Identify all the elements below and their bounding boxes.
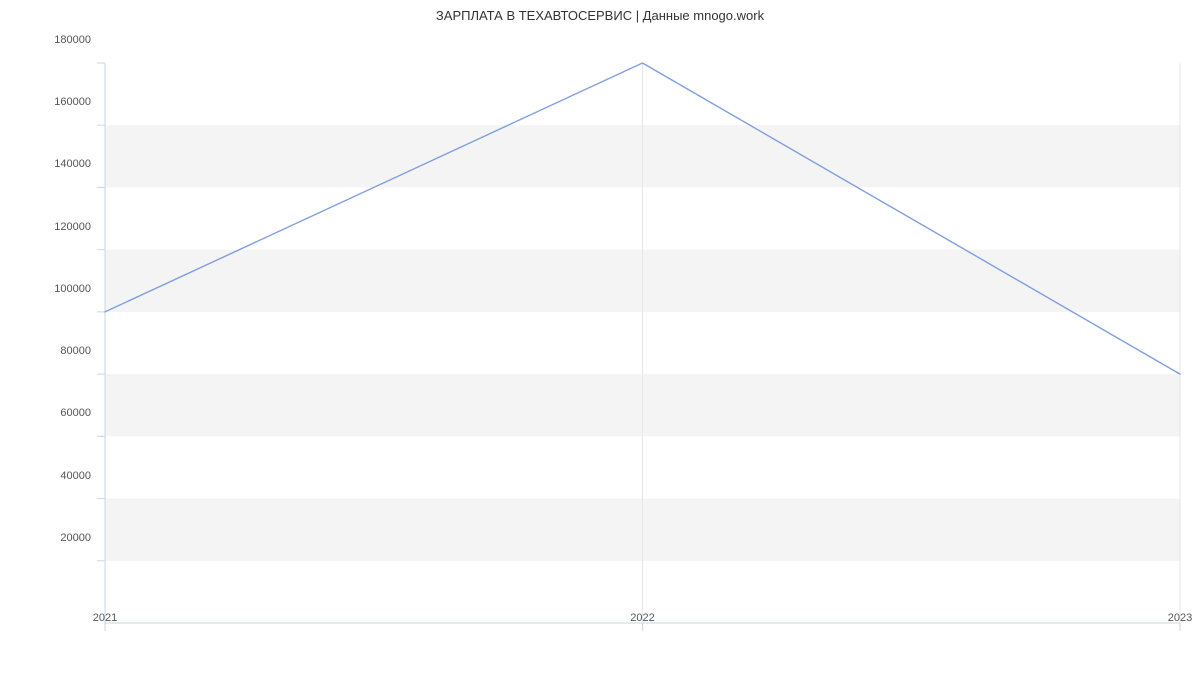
y-tick-label: 20000 xyxy=(0,532,91,544)
x-tick-label: 2022 xyxy=(630,612,654,624)
x-tick-label: 2021 xyxy=(93,612,117,624)
x-tick-label: 2023 xyxy=(1168,612,1192,624)
y-tick-label: 140000 xyxy=(0,158,91,170)
y-tick-label: 160000 xyxy=(0,96,91,108)
y-tick-label: 120000 xyxy=(0,221,91,233)
y-tick-label: 80000 xyxy=(0,345,91,357)
y-tick-label: 40000 xyxy=(0,470,91,482)
salary-line-chart: ЗАРПЛАТА В ТЕХАВТОСЕРВИС | Данные mnogo.… xyxy=(0,0,1200,650)
y-tick-label: 60000 xyxy=(0,407,91,419)
chart-svg xyxy=(0,23,1200,673)
chart-title: ЗАРПЛАТА В ТЕХАВТОСЕРВИС | Данные mnogo.… xyxy=(0,0,1200,23)
y-tick-label: 100000 xyxy=(0,283,91,295)
y-tick-label: 180000 xyxy=(0,34,91,46)
